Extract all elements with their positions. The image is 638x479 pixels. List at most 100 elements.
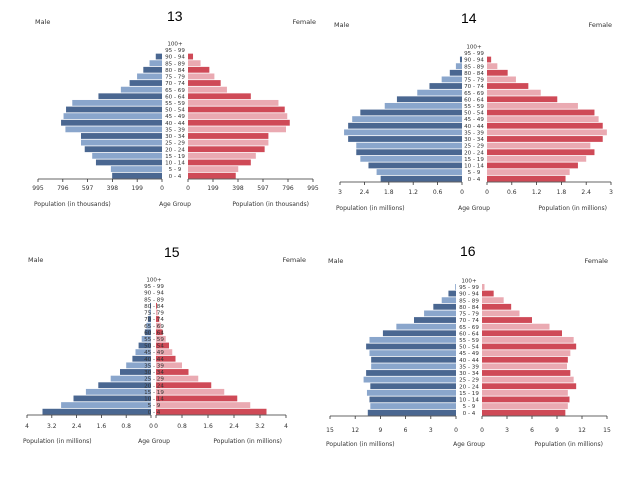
- female-bar: [482, 356, 568, 363]
- age-group-label: 100+: [461, 278, 477, 284]
- male-bar: [144, 329, 151, 336]
- female-bar: [188, 119, 290, 126]
- age-group-label: 60 - 64: [459, 331, 479, 337]
- male-bar: [120, 369, 151, 375]
- male-bar: [80, 133, 162, 139]
- left-tick-label: 3.2: [47, 423, 57, 430]
- female-header-label: Female: [584, 257, 608, 265]
- female-header-label: Female: [588, 21, 612, 29]
- age-group-label: 35 - 39: [144, 363, 164, 369]
- age-group-label: 25 - 29: [459, 378, 479, 384]
- female-bar: [482, 336, 574, 343]
- male-bar: [448, 290, 456, 297]
- left-tick-label: 12: [351, 427, 359, 434]
- male-bar: [146, 322, 151, 329]
- right-tick-label: 1.8: [557, 189, 567, 196]
- age-group-label: 50 - 54: [144, 344, 164, 350]
- right-tick-label: 0.8: [177, 423, 187, 430]
- right-tick-label: 0: [485, 189, 489, 196]
- left-tick-label: 199: [131, 185, 143, 192]
- female-bar: [156, 342, 169, 349]
- age-group-label: 10 - 14: [459, 398, 479, 404]
- age-group-label: 75 - 79: [459, 312, 479, 318]
- female-bar: [188, 113, 288, 120]
- female-bar: [188, 126, 286, 133]
- age-group-label: 0 - 4: [468, 177, 481, 183]
- male-bar: [371, 356, 456, 363]
- male-bar: [138, 342, 151, 349]
- female-bar: [156, 335, 166, 342]
- left-tick-label: 0: [160, 185, 164, 192]
- right-tick-label: 597: [257, 185, 269, 192]
- female-bar: [156, 402, 251, 408]
- female-bar: [487, 109, 595, 116]
- female-bar: [482, 409, 566, 416]
- left-tick-label: 2.4: [72, 423, 82, 430]
- left-tick-label: 15: [326, 427, 334, 434]
- age-group-label: 45 - 49: [464, 117, 484, 123]
- female-bar: [482, 343, 577, 350]
- left-tick-label: 2.4: [360, 189, 370, 196]
- left-axis-title: Population (in millions): [23, 438, 92, 445]
- right-tick-label: 4: [284, 423, 288, 430]
- male-bar: [137, 73, 162, 80]
- female-bar: [487, 63, 498, 70]
- panel-number-13: 13: [167, 8, 183, 24]
- age-group-label: 30 - 34: [459, 371, 479, 377]
- age-group-label: 80 - 84: [459, 305, 479, 311]
- female-bar: [482, 350, 571, 357]
- age-group-label: 95 - 99: [144, 284, 164, 290]
- female-bar: [487, 76, 516, 83]
- female-bar: [156, 309, 158, 316]
- female-bar: [188, 60, 201, 67]
- right-axis-title: Population (in millions): [213, 438, 282, 445]
- age-group-label: 90 - 94: [165, 55, 185, 61]
- female-bar: [156, 362, 182, 369]
- female-bar: [482, 323, 550, 330]
- female-bar: [482, 370, 571, 376]
- age-group-label: 35 - 39: [464, 130, 484, 136]
- male-bar: [370, 403, 456, 409]
- female-bar: [188, 166, 239, 172]
- left-tick-label: 1.6: [97, 423, 107, 430]
- female-bar: [487, 102, 578, 109]
- age-group-label: 35 - 39: [165, 127, 185, 133]
- male-bar: [80, 139, 162, 146]
- left-tick-label: 796: [57, 185, 69, 192]
- right-tick-label: 0: [186, 185, 190, 192]
- age-group-label: 85 - 89: [459, 298, 479, 304]
- female-bar: [487, 116, 599, 123]
- age-group-label: 15 - 19: [165, 154, 185, 160]
- male-bar: [95, 159, 162, 166]
- age-group-label: 10 - 14: [165, 161, 185, 167]
- right-tick-label: 0: [154, 423, 158, 430]
- age-group-label: 80 - 84: [464, 71, 484, 77]
- male-bar: [120, 86, 162, 93]
- male-bar: [455, 63, 462, 70]
- age-group-label: 45 - 49: [165, 114, 185, 120]
- male-bar: [98, 93, 162, 100]
- age-group-label: 20 - 24: [165, 147, 185, 153]
- age-group-label: 95 - 99: [464, 51, 484, 57]
- age-group-label: 60 - 64: [144, 330, 164, 336]
- age-group-label: 85 - 89: [165, 61, 185, 67]
- female-bar: [188, 99, 279, 106]
- age-group-label: 85 - 89: [144, 297, 164, 303]
- female-bar: [188, 152, 256, 159]
- age-group-label: 65 - 69: [464, 91, 484, 97]
- male-bar: [366, 370, 456, 376]
- male-bar: [363, 376, 456, 383]
- left-tick-label: 3: [429, 427, 433, 434]
- female-bar: [188, 80, 221, 86]
- male-bar: [92, 152, 162, 159]
- age-group-label: 25 - 29: [144, 377, 164, 383]
- left-tick-label: 9: [378, 427, 382, 434]
- female-bar: [482, 303, 512, 310]
- age-group-label: 80 - 84: [165, 68, 185, 74]
- right-axis-title: Population (in millions): [534, 441, 603, 448]
- age-group-label: 40 - 44: [165, 121, 185, 127]
- left-tick-label: 1.2: [408, 189, 418, 196]
- age-group-label: 75 - 79: [464, 78, 484, 84]
- age-group-label: 70 - 74: [144, 317, 164, 323]
- age-group-label: 15 - 19: [144, 390, 164, 396]
